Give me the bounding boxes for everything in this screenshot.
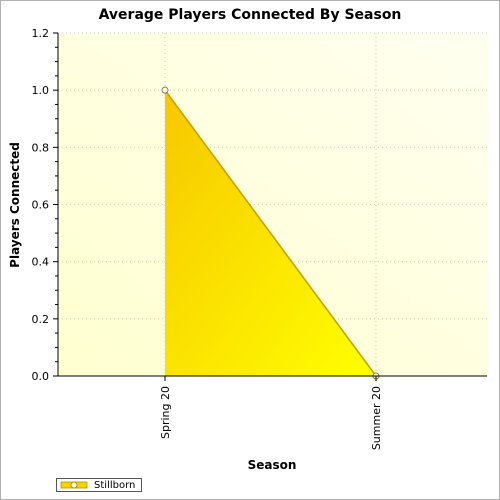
y-tick-label: 0.8 xyxy=(32,141,50,154)
series-line xyxy=(164,89,377,377)
y-tick-label: 0.6 xyxy=(32,199,50,212)
x-tick-label: Summer 20 xyxy=(370,386,383,450)
x-axis-title: Season xyxy=(248,458,297,472)
axes: 0.0 0.2 0.4 0.6 0.8 1.0 1.2 Spring 20 Summer 20 xyxy=(32,27,487,450)
y-tick-label: 0.4 xyxy=(32,256,50,269)
series-layer xyxy=(161,86,380,380)
chart-title: Average Players Connected By Season xyxy=(98,7,402,23)
legend-label: Stillborn xyxy=(94,479,136,491)
data-point xyxy=(161,86,169,94)
y-tick-label: 0.2 xyxy=(32,313,50,326)
legend: Stillborn xyxy=(56,478,143,492)
x-tick-label: Spring 20 xyxy=(159,386,172,439)
y-tick-label: 0.0 xyxy=(32,370,50,383)
legend-swatch xyxy=(60,479,88,491)
y-tick-label: 1.2 xyxy=(32,27,50,40)
y-axis-title: Players Connected xyxy=(8,142,22,268)
y-tick-label: 1.0 xyxy=(32,84,50,97)
